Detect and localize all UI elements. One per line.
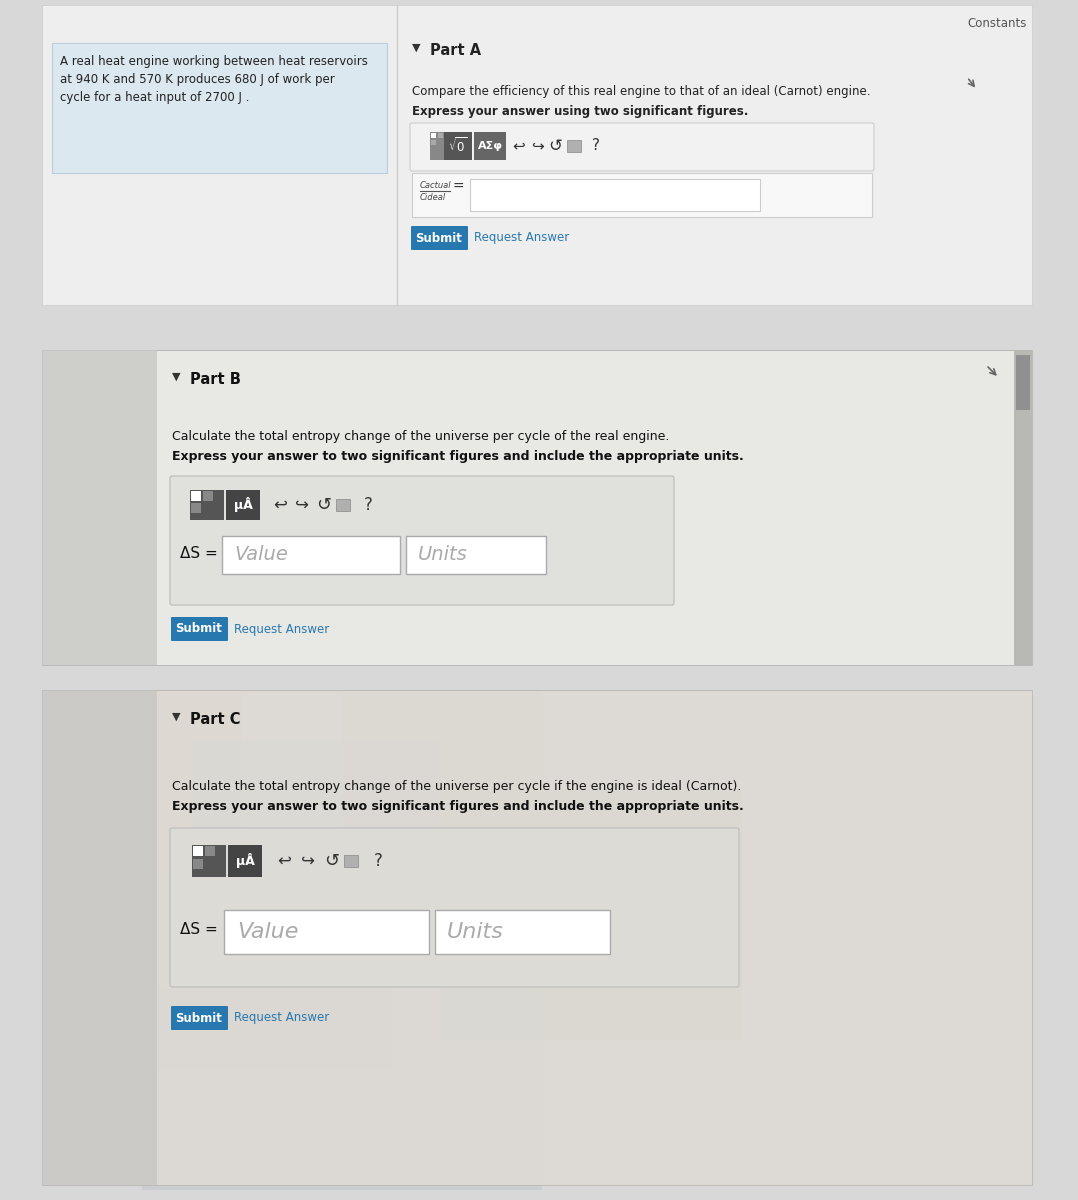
FancyBboxPatch shape xyxy=(226,490,260,520)
Text: $\sqrt{0}$: $\sqrt{0}$ xyxy=(448,137,468,155)
FancyBboxPatch shape xyxy=(205,846,215,856)
FancyBboxPatch shape xyxy=(193,859,203,869)
Text: Express your answer using two significant figures.: Express your answer using two significan… xyxy=(412,104,748,118)
FancyBboxPatch shape xyxy=(42,350,1032,665)
Text: ▼: ▼ xyxy=(172,372,180,382)
Text: at 940 K and 570 K produces 680 J of work per: at 940 K and 570 K produces 680 J of wor… xyxy=(60,73,335,86)
FancyBboxPatch shape xyxy=(193,846,203,856)
FancyBboxPatch shape xyxy=(170,828,740,986)
FancyBboxPatch shape xyxy=(436,910,610,954)
Text: μÅ: μÅ xyxy=(234,498,252,512)
Text: A real heat engine working between heat reservoirs: A real heat engine working between heat … xyxy=(60,55,368,68)
FancyBboxPatch shape xyxy=(411,226,468,250)
FancyBboxPatch shape xyxy=(1015,355,1029,410)
Text: Part A: Part A xyxy=(430,43,481,58)
FancyBboxPatch shape xyxy=(171,617,229,641)
FancyBboxPatch shape xyxy=(42,690,157,1186)
FancyBboxPatch shape xyxy=(342,690,542,870)
FancyBboxPatch shape xyxy=(191,503,201,514)
Text: ?: ? xyxy=(374,852,383,870)
FancyBboxPatch shape xyxy=(42,350,1032,665)
FancyBboxPatch shape xyxy=(410,122,874,170)
FancyBboxPatch shape xyxy=(42,690,241,890)
FancyBboxPatch shape xyxy=(192,845,226,877)
Text: ↺: ↺ xyxy=(317,496,332,514)
FancyBboxPatch shape xyxy=(52,43,387,173)
Text: ↪: ↪ xyxy=(530,138,543,154)
Text: Request Answer: Request Answer xyxy=(474,232,569,245)
FancyBboxPatch shape xyxy=(42,690,1032,1186)
FancyBboxPatch shape xyxy=(344,854,358,866)
FancyBboxPatch shape xyxy=(42,5,1032,305)
FancyBboxPatch shape xyxy=(42,350,157,665)
FancyBboxPatch shape xyxy=(224,910,429,954)
Text: Value: Value xyxy=(237,922,299,942)
Text: Value: Value xyxy=(234,546,288,564)
FancyBboxPatch shape xyxy=(474,132,506,160)
Text: ↺: ↺ xyxy=(548,137,562,155)
FancyBboxPatch shape xyxy=(430,132,444,160)
FancyBboxPatch shape xyxy=(170,476,674,605)
Text: ΔS =: ΔS = xyxy=(180,923,218,937)
Text: cycle for a heat input of 2700 J .: cycle for a heat input of 2700 J . xyxy=(60,91,249,104)
Text: μÅ: μÅ xyxy=(236,853,254,869)
FancyBboxPatch shape xyxy=(222,536,400,574)
Text: AΣφ: AΣφ xyxy=(478,140,502,151)
Text: Submit: Submit xyxy=(415,232,462,245)
FancyBboxPatch shape xyxy=(190,490,224,520)
FancyBboxPatch shape xyxy=(42,690,1032,1186)
Text: Calculate the total entropy change of the universe per cycle if the engine is id: Calculate the total entropy change of th… xyxy=(172,780,742,793)
Text: Request Answer: Request Answer xyxy=(234,1012,329,1025)
Text: ↩: ↩ xyxy=(513,138,525,154)
Text: Cactual: Cactual xyxy=(420,181,452,190)
Text: ?: ? xyxy=(592,138,600,154)
Text: ?: ? xyxy=(363,496,372,514)
Text: Cideal: Cideal xyxy=(420,193,446,202)
FancyBboxPatch shape xyxy=(203,491,213,502)
FancyBboxPatch shape xyxy=(205,859,215,869)
FancyBboxPatch shape xyxy=(444,132,472,160)
Text: Calculate the total entropy change of the universe per cycle of the real engine.: Calculate the total entropy change of th… xyxy=(172,430,669,443)
FancyBboxPatch shape xyxy=(412,173,872,217)
FancyBboxPatch shape xyxy=(406,536,545,574)
Text: ▼: ▼ xyxy=(172,712,180,722)
Text: ↩: ↩ xyxy=(277,852,291,870)
FancyBboxPatch shape xyxy=(431,140,436,145)
FancyBboxPatch shape xyxy=(192,740,442,940)
FancyBboxPatch shape xyxy=(92,870,392,1070)
Text: ↪: ↪ xyxy=(295,496,309,514)
FancyBboxPatch shape xyxy=(229,845,262,877)
Text: ΔS =: ΔS = xyxy=(180,546,218,560)
Text: Express your answer to two significant figures and include the appropriate units: Express your answer to two significant f… xyxy=(172,450,744,463)
Text: ↺: ↺ xyxy=(324,852,340,870)
Text: Part B: Part B xyxy=(190,372,240,386)
FancyBboxPatch shape xyxy=(438,133,443,138)
FancyBboxPatch shape xyxy=(470,179,760,211)
FancyBboxPatch shape xyxy=(171,1006,229,1030)
Text: Submit: Submit xyxy=(176,623,222,636)
FancyBboxPatch shape xyxy=(336,499,350,511)
FancyBboxPatch shape xyxy=(431,133,436,138)
FancyBboxPatch shape xyxy=(1014,350,1032,665)
FancyBboxPatch shape xyxy=(567,140,581,152)
Text: Units: Units xyxy=(418,546,468,564)
FancyBboxPatch shape xyxy=(191,491,201,502)
Text: Constants: Constants xyxy=(967,17,1026,30)
Text: ↩: ↩ xyxy=(273,496,287,514)
FancyBboxPatch shape xyxy=(438,140,443,145)
Text: Submit: Submit xyxy=(176,1012,222,1025)
FancyBboxPatch shape xyxy=(442,790,742,1040)
Text: Request Answer: Request Answer xyxy=(234,623,329,636)
Text: Part C: Part C xyxy=(190,712,240,727)
Text: Units: Units xyxy=(447,922,503,942)
Text: Express your answer to two significant figures and include the appropriate units: Express your answer to two significant f… xyxy=(172,800,744,814)
Text: Compare the efficiency of this real engine to that of an ideal (Carnot) engine.: Compare the efficiency of this real engi… xyxy=(412,85,871,98)
Text: =: = xyxy=(453,180,465,194)
FancyBboxPatch shape xyxy=(142,990,542,1190)
Text: ↪: ↪ xyxy=(301,852,315,870)
FancyBboxPatch shape xyxy=(203,503,213,514)
Text: ▼: ▼ xyxy=(412,43,420,53)
